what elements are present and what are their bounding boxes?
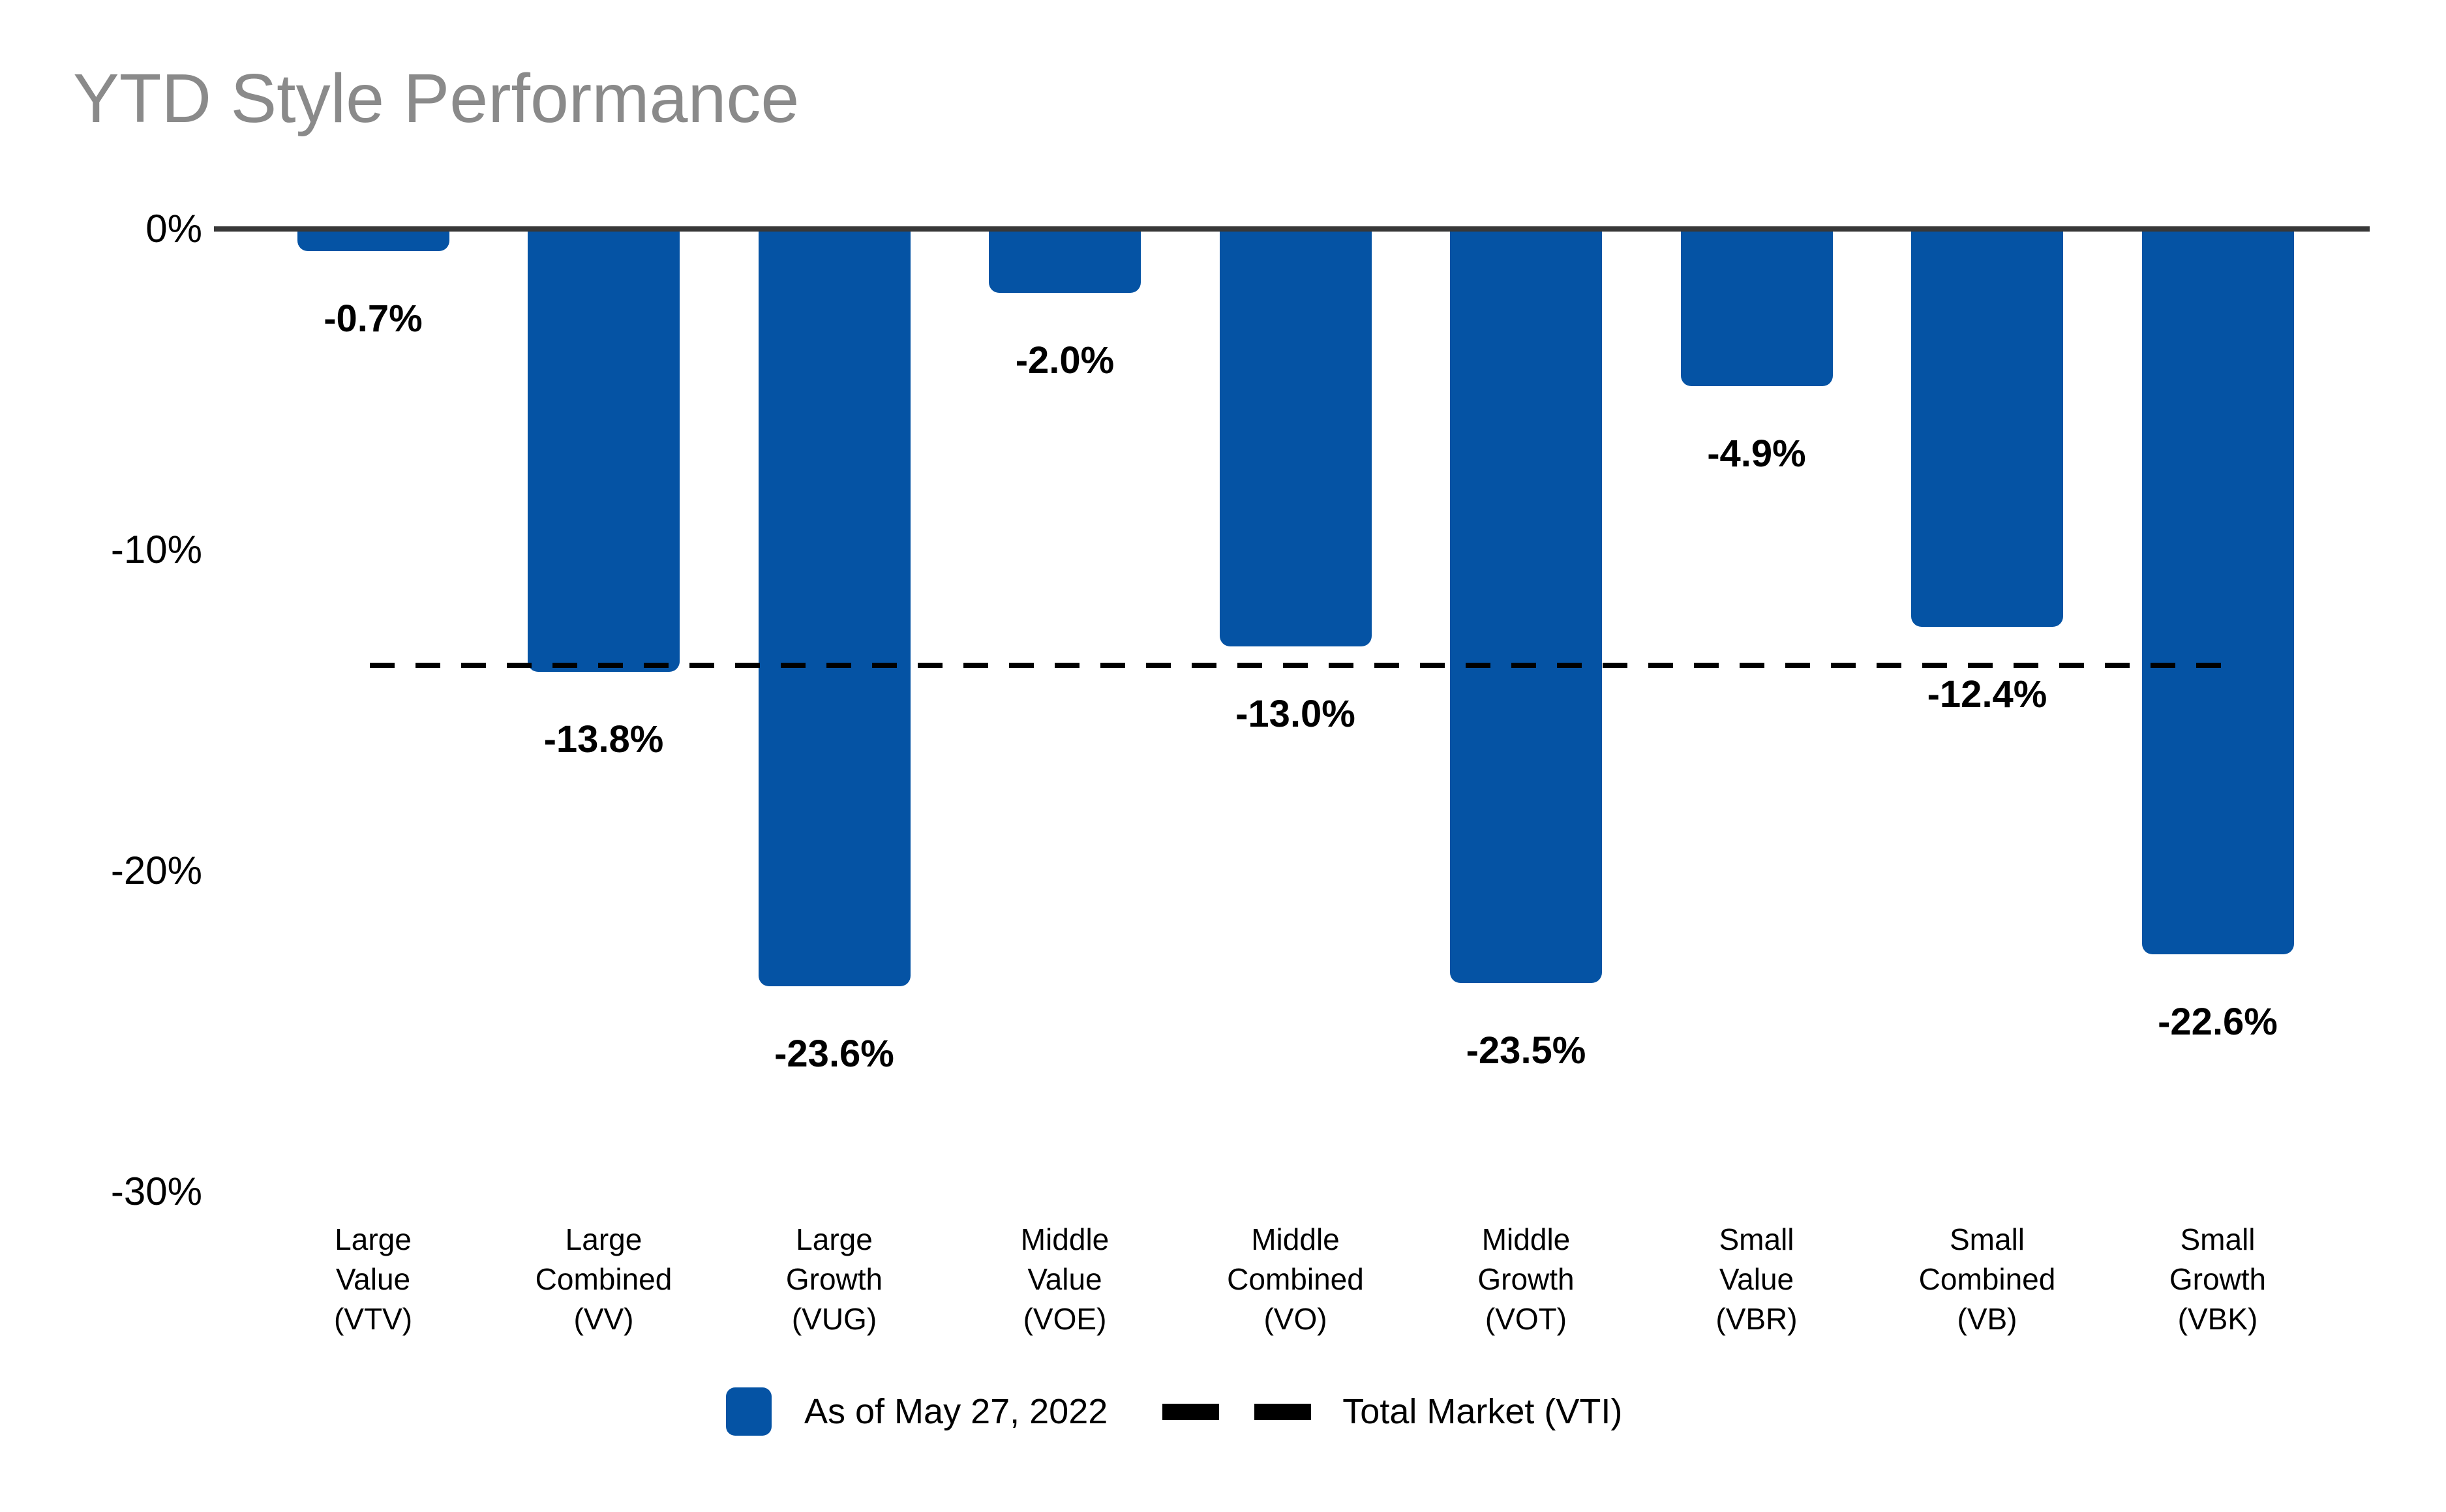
bar-value-label: -23.6%: [774, 1033, 894, 1076]
y-tick-label: -30%: [110, 1170, 202, 1213]
reference-legend-label: Total Market (VTI): [1342, 1392, 1623, 1431]
category-label: Small Value (VBR): [1715, 1222, 1798, 1336]
bar-value-label: -2.0%: [1015, 339, 1115, 382]
category-label: Large Value (VTV): [333, 1222, 413, 1336]
category-label: Middle Combined (VO): [1227, 1222, 1364, 1336]
bar: [1680, 229, 1833, 387]
bar-value-label: -13.0%: [1235, 692, 1355, 735]
category-label: Small Growth (VBK): [2169, 1222, 2267, 1336]
bar-value-label: -0.7%: [324, 297, 423, 340]
legend: As of May 27, 2022 Total Market (VTI): [726, 1385, 1622, 1438]
series-legend-label: As of May 27, 2022: [804, 1392, 1108, 1431]
y-tick-label: -20%: [110, 849, 202, 892]
bar: [758, 229, 911, 987]
bar: [1911, 229, 2063, 627]
y-tick-label: 0%: [145, 207, 202, 250]
bar-value-label: -23.5%: [1466, 1029, 1586, 1072]
bar-value-label: -4.9%: [1707, 432, 1806, 476]
bar-value-label: -12.4%: [1927, 673, 2047, 716]
bar-value-label: -13.8%: [543, 718, 664, 761]
bar: [2141, 229, 2294, 954]
bar: [528, 229, 680, 672]
bar-value-label: -22.6%: [2158, 1000, 2278, 1043]
zero-baseline: [214, 226, 2370, 232]
vti-dashed-line: [370, 663, 2231, 669]
series-swatch-icon: [726, 1387, 772, 1436]
bar: [297, 229, 449, 252]
chart-title: YTD Style Performance: [73, 60, 800, 137]
category-label: Large Combined (VV): [535, 1222, 672, 1336]
bar: [989, 229, 1141, 294]
dashed-line-icon: [1162, 1403, 1312, 1420]
category-label: Middle Value (VOE): [1020, 1222, 1110, 1336]
bar: [1450, 229, 1602, 984]
y-tick-label: -10%: [110, 528, 202, 571]
category-label: Middle Growth (VOT): [1477, 1222, 1575, 1336]
bar: [1219, 229, 1372, 646]
category-label: Large Growth (VUG): [785, 1222, 883, 1336]
category-label: Small Combined (VB): [1918, 1222, 2056, 1336]
